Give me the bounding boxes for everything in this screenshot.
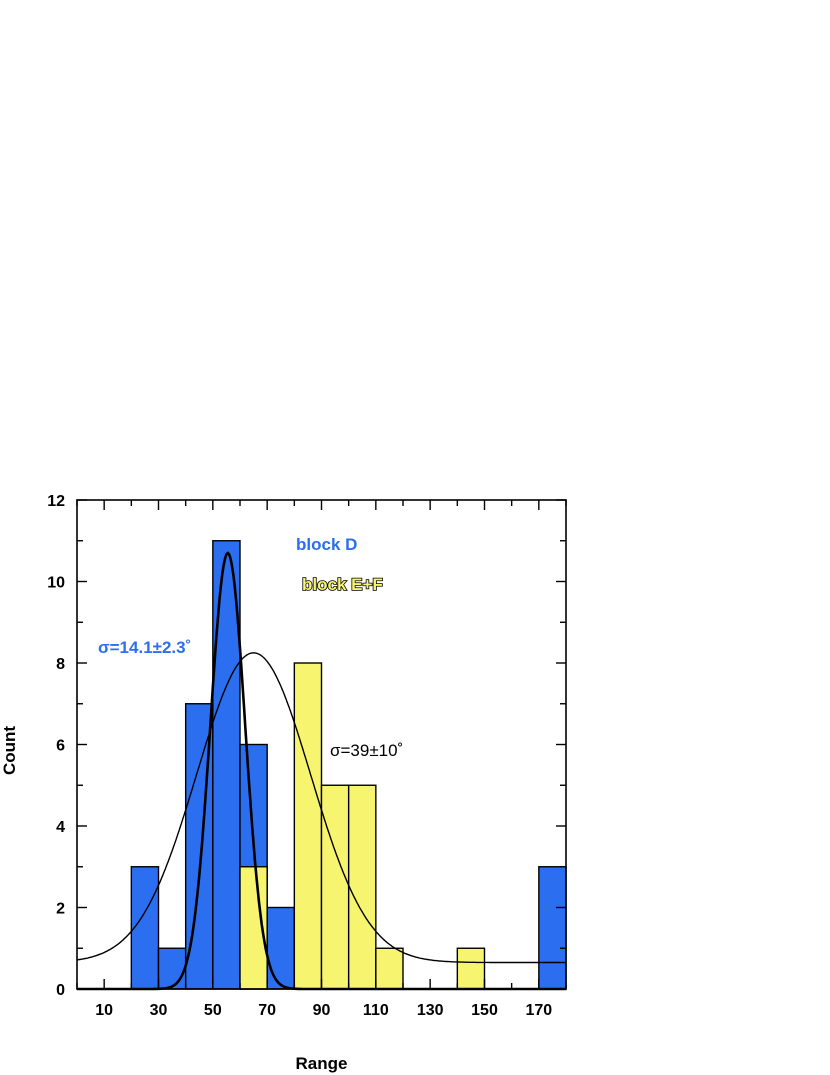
block-d-bar-170 <box>538 866 567 990</box>
x-tick-label: 10 <box>95 1002 113 1019</box>
block-d-bars <box>130 540 567 990</box>
x-tick-label: 170 <box>525 1002 552 1019</box>
fit-curve-block-ef <box>76 652 566 964</box>
x-tick-label: 110 <box>363 1002 389 1019</box>
x-tick-label: 30 <box>150 1002 168 1019</box>
block-d-bar-30 <box>157 947 187 990</box>
axis-ticks <box>76 499 567 990</box>
x-tick-label: 130 <box>417 1002 444 1019</box>
block-d-bar-70 <box>266 906 296 990</box>
block-ef-bar-90 <box>320 784 350 990</box>
y-tick-label: 6 <box>56 738 65 755</box>
y-tick-label: 10 <box>47 575 65 592</box>
block-ef-bar-140 <box>456 947 486 990</box>
block-d-bar-20 <box>130 866 160 990</box>
x-tick-label: 90 <box>313 1002 331 1019</box>
y-tick-labels: 0 2 4 6 8 10 12 <box>47 493 65 999</box>
x-tick-label: 150 <box>471 1002 498 1019</box>
sigma-annotation-block-ef: σ=39±10˚ <box>330 741 403 760</box>
x-axis-title: Range <box>296 1054 348 1073</box>
y-tick-label: 8 <box>56 656 65 673</box>
block-ef-bar-100 <box>347 784 377 990</box>
block-ef-bar-110 <box>375 947 404 990</box>
x-tick-label: 70 <box>258 1002 276 1019</box>
legend-block-d: block D <box>296 535 357 554</box>
x-tick-label: 50 <box>204 1002 222 1019</box>
y-axis-title: Count <box>0 726 19 775</box>
y-tick-label: 0 <box>56 982 65 999</box>
x-tick-labels: 10 30 50 70 90 110 130 150 170 <box>95 1002 552 1019</box>
legend-block-ef: block E+F <box>302 575 383 594</box>
y-tick-label: 12 <box>47 493 65 510</box>
y-tick-label: 2 <box>56 901 65 918</box>
y-tick-label: 4 <box>56 819 65 836</box>
sigma-annotation-block-d: σ=14.1±2.3˚ <box>98 638 191 657</box>
block-ef-bar-80 <box>293 662 323 990</box>
